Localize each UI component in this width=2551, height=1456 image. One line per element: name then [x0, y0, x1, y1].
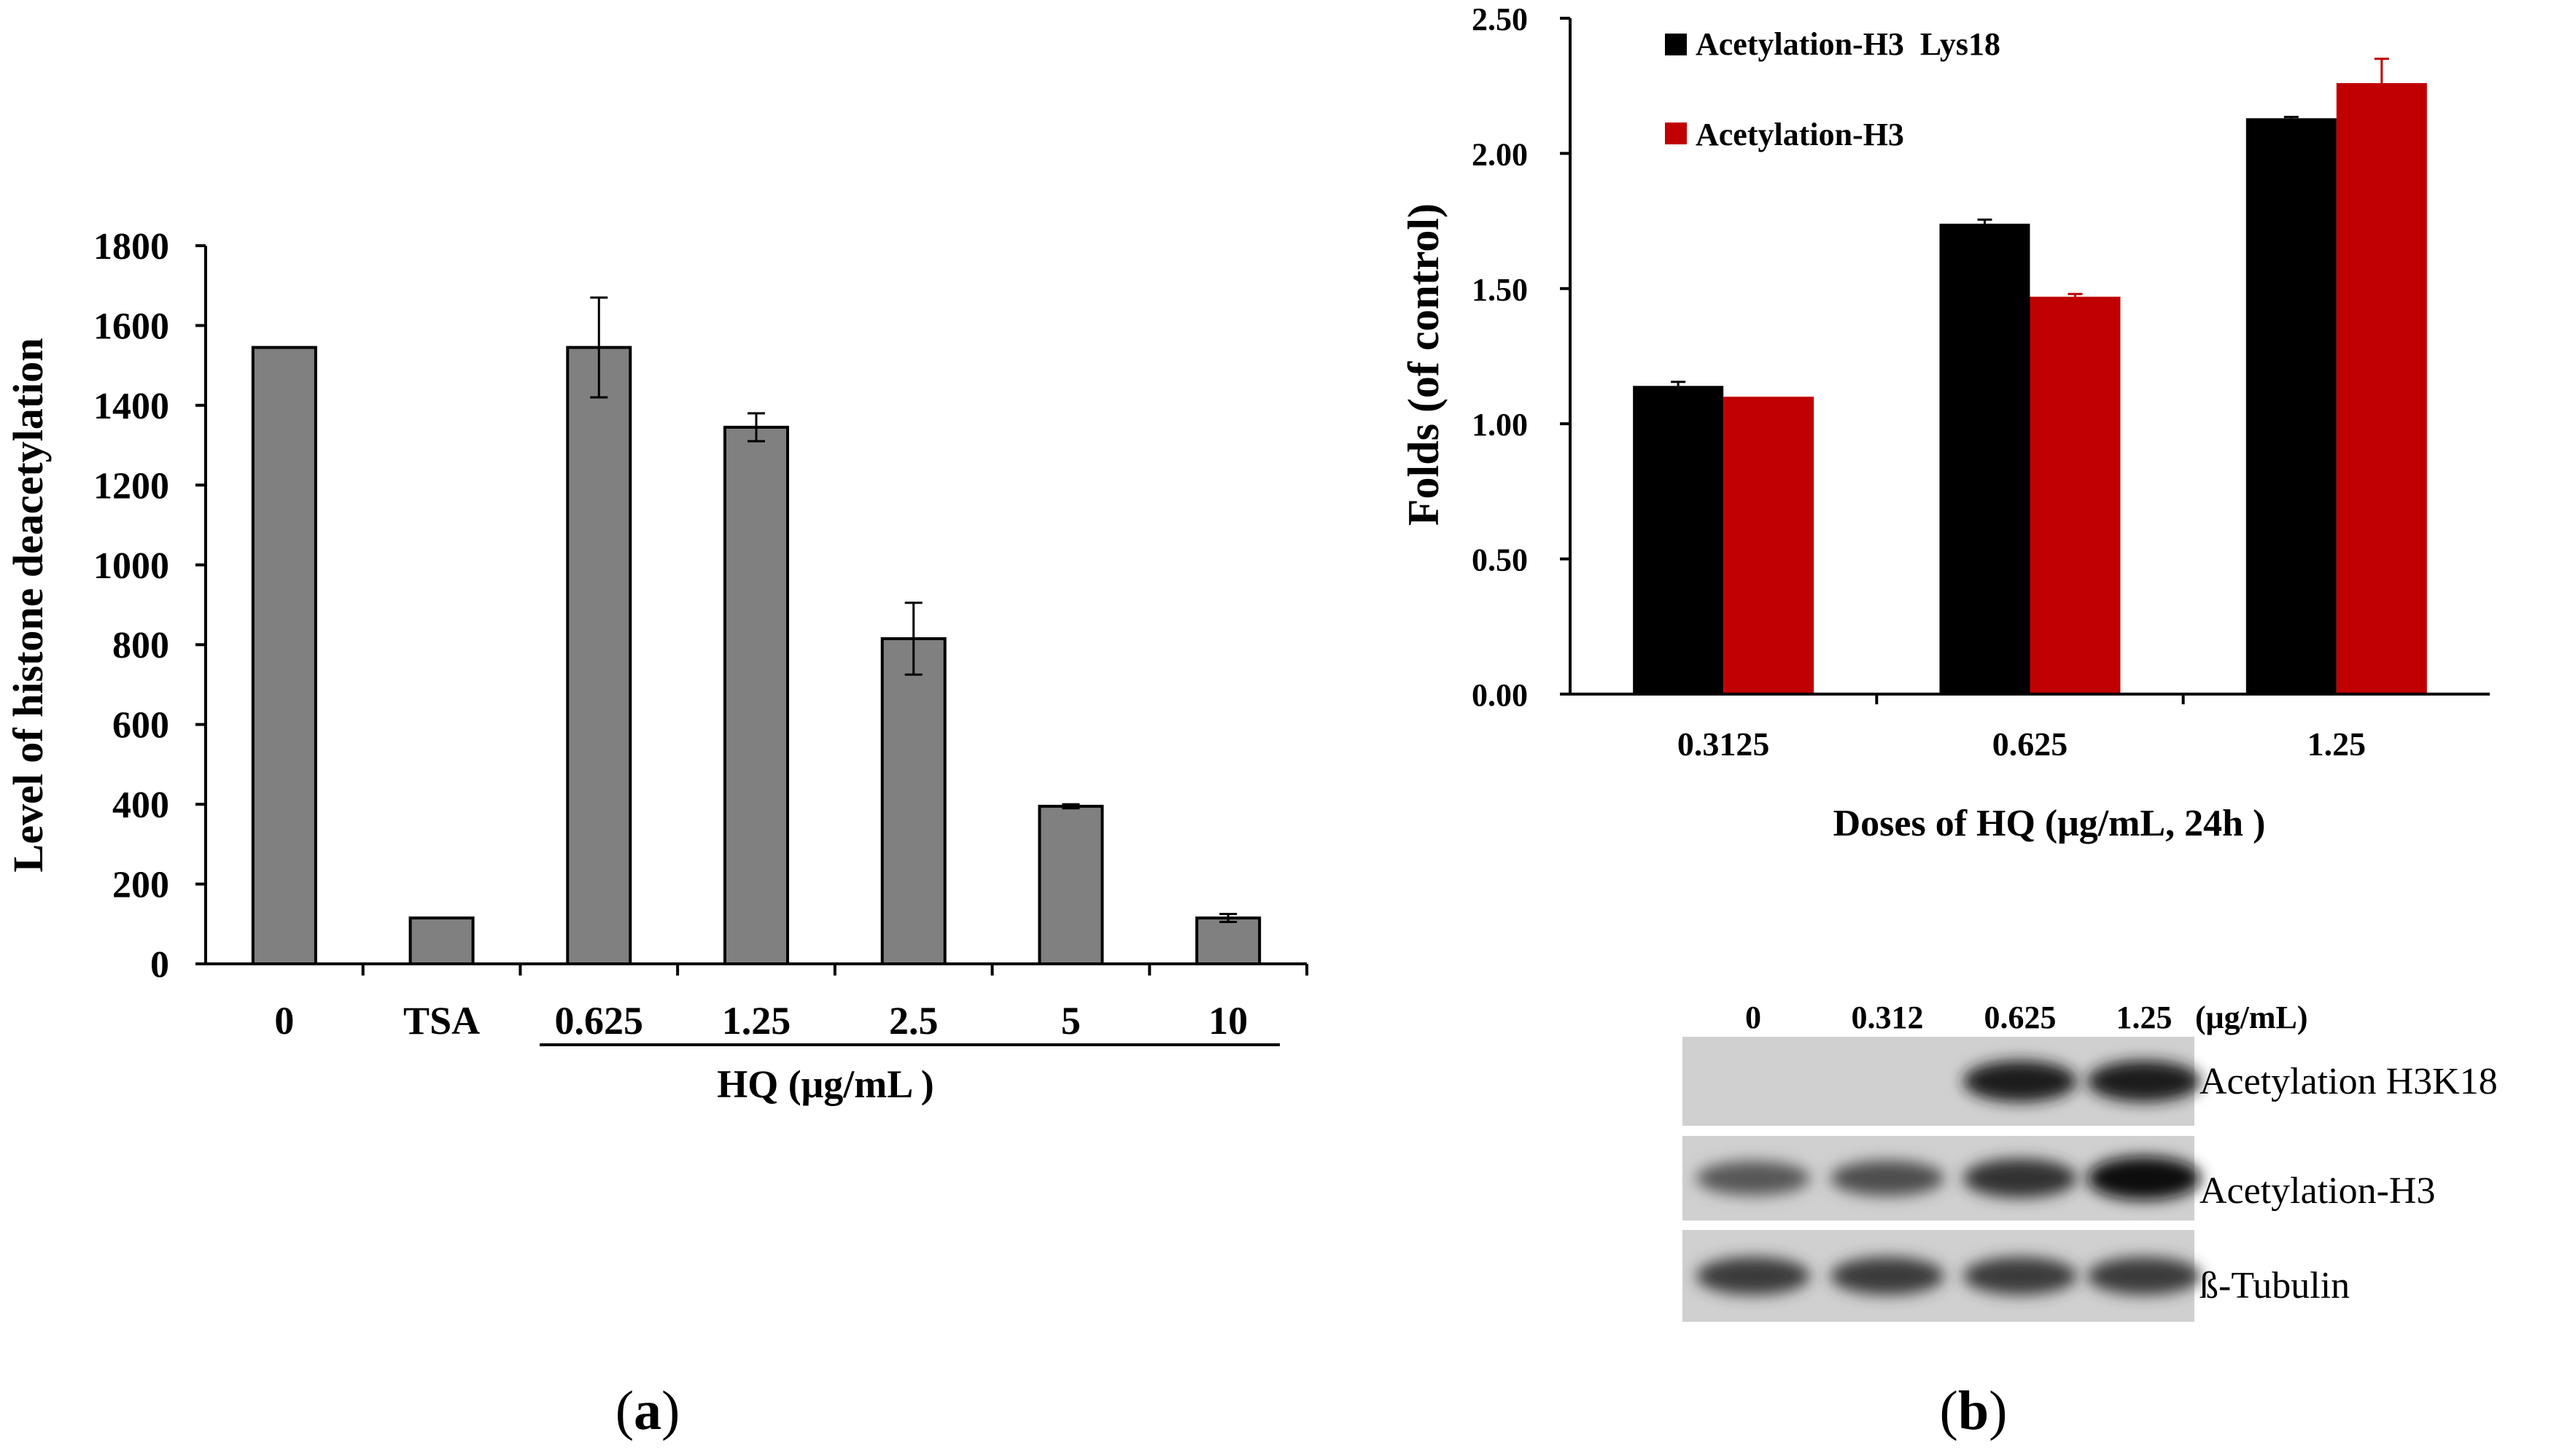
bar-TSA	[408, 916, 475, 966]
bar-1.25	[723, 425, 789, 965]
y-tick-label: 1000	[93, 545, 169, 587]
bar-h3-1.25	[2336, 82, 2427, 694]
blot-lane-label: 1.25	[2116, 1000, 2173, 1035]
panel-label-b: (b)	[1940, 1380, 2008, 1441]
chart-b-xlabel: Doses of HQ (μg/mL, 24h )	[1833, 803, 2266, 844]
blot-lane-labels: 0 0.312 0.625 1.25	[1745, 1000, 2173, 1035]
x-tick-label: TSA	[403, 999, 480, 1043]
legend-label-lys18: Acetylation-H3 Lys18	[1696, 26, 2000, 62]
bar-lys18-0.3125	[1633, 386, 1724, 694]
blot-band	[1963, 1257, 2077, 1295]
chart-b: 0.00 0.50 1.00 1.50 2.00 2.50 0.3125 0.625 1.25…	[1399, 1, 2490, 844]
x-tick-label: 10	[1208, 999, 1248, 1043]
blot-row-label: Acetylation-H3	[2199, 1170, 2435, 1212]
bar-5	[1038, 804, 1104, 965]
blot-band	[1963, 1060, 2077, 1102]
panel-label-a: (a)	[616, 1380, 680, 1441]
blot-band	[2087, 1060, 2201, 1102]
y-tick-label: 0	[150, 944, 169, 986]
x-tick-label: 0.625	[1992, 725, 2068, 763]
x-tick-label: 2.5	[889, 999, 939, 1043]
chart-b-x-ticks: 0.3125 0.625 1.25	[1677, 694, 2366, 763]
legend-label-h3: Acetylation-H3	[1696, 117, 1904, 152]
chart-b-legend: Acetylation-H3 Lys18 Acetylation-H3	[1665, 26, 2000, 152]
blot-unit-label: (μg/mL)	[2195, 1000, 2307, 1035]
bar-h3-0.625	[2030, 296, 2121, 694]
y-tick-label: 600	[112, 705, 169, 747]
blot-lane-label: 0.312	[1852, 1000, 1924, 1035]
chart-a: 0 200 400 600 800 1000 1200 1400 1600 1800 0 TSA 0.…	[4, 226, 1308, 1106]
legend-swatch-lys18	[1665, 34, 1687, 55]
blot-row-label: Acetylation H3K18	[2199, 1061, 2498, 1102]
chart-a-ylabel: Level of histone deacetylation	[4, 338, 52, 873]
blot-row-label: ß-Tubulin	[2199, 1265, 2350, 1307]
chart-b-bars	[1633, 58, 2427, 695]
y-tick-label: 1.50	[1472, 272, 1528, 308]
bar-lys18-0.625	[1939, 223, 2030, 695]
blot-band	[2087, 1257, 2201, 1295]
bar-lys18-1.25	[2245, 118, 2337, 695]
y-tick-label: 0.00	[1472, 677, 1528, 713]
y-tick-label: 800	[112, 625, 169, 666]
blot-rows: Acetylation H3K18 Acetylation-H3 ß-Tubulin	[1682, 1037, 2498, 1322]
blot-band	[2087, 1156, 2201, 1200]
x-tick-label: 1.25	[2307, 725, 2366, 763]
blot-band	[1696, 1257, 1810, 1295]
y-tick-label: 1400	[93, 386, 169, 427]
x-tick-label: 1.25	[722, 999, 791, 1043]
blot-lane-label: 0.625	[1984, 1000, 2057, 1035]
legend-swatch-h3	[1665, 122, 1687, 144]
blot-band	[1830, 1160, 1944, 1196]
x-tick-label: 5	[1061, 999, 1081, 1043]
bar-h3-0.3125	[1723, 397, 1814, 694]
y-tick-label: 200	[112, 865, 169, 906]
y-tick-label: 0.50	[1472, 542, 1528, 578]
bar-0.625	[566, 346, 632, 965]
chart-b-y-ticks: 0.00 0.50 1.00 1.50 2.00 2.50	[1472, 1, 1570, 713]
y-tick-label: 2.50	[1472, 1, 1528, 37]
bar-2.5	[880, 637, 947, 966]
y-tick-label: 1600	[93, 305, 169, 347]
x-tick-label: 0.625	[555, 999, 644, 1043]
x-tick-label: 0.3125	[1677, 725, 1770, 763]
chart-a-x-ticks: 0 TSA 0.625 1.25 2.5 5 10	[274, 964, 1308, 1043]
chart-a-bars	[251, 296, 1262, 966]
y-tick-label: 1800	[93, 226, 169, 268]
y-tick-label: 2.00	[1472, 136, 1528, 172]
y-tick-label: 1200	[93, 465, 169, 507]
blot-band	[1830, 1257, 1944, 1295]
bar-0	[251, 346, 317, 965]
chart-a-xlabel: HQ (μg/mL )	[717, 1062, 934, 1106]
x-tick-label: 0	[274, 999, 294, 1043]
y-tick-label: 400	[112, 785, 169, 826]
bar-10	[1195, 916, 1262, 966]
western-blot: 0 0.312 0.625 1.25 (μg/mL) Acetylation H3K1…	[1682, 1000, 2498, 1322]
blot-band	[1963, 1159, 2077, 1198]
chart-a-y-ticks: 0 200 400 600 800 1000 1200 1400 1600 1800	[93, 226, 206, 986]
chart-b-ylabel: Folds (of control)	[1399, 203, 1448, 526]
blot-band	[1696, 1161, 1810, 1196]
blot-lane-label: 0	[1745, 1000, 1761, 1035]
y-tick-label: 1.00	[1472, 407, 1528, 443]
